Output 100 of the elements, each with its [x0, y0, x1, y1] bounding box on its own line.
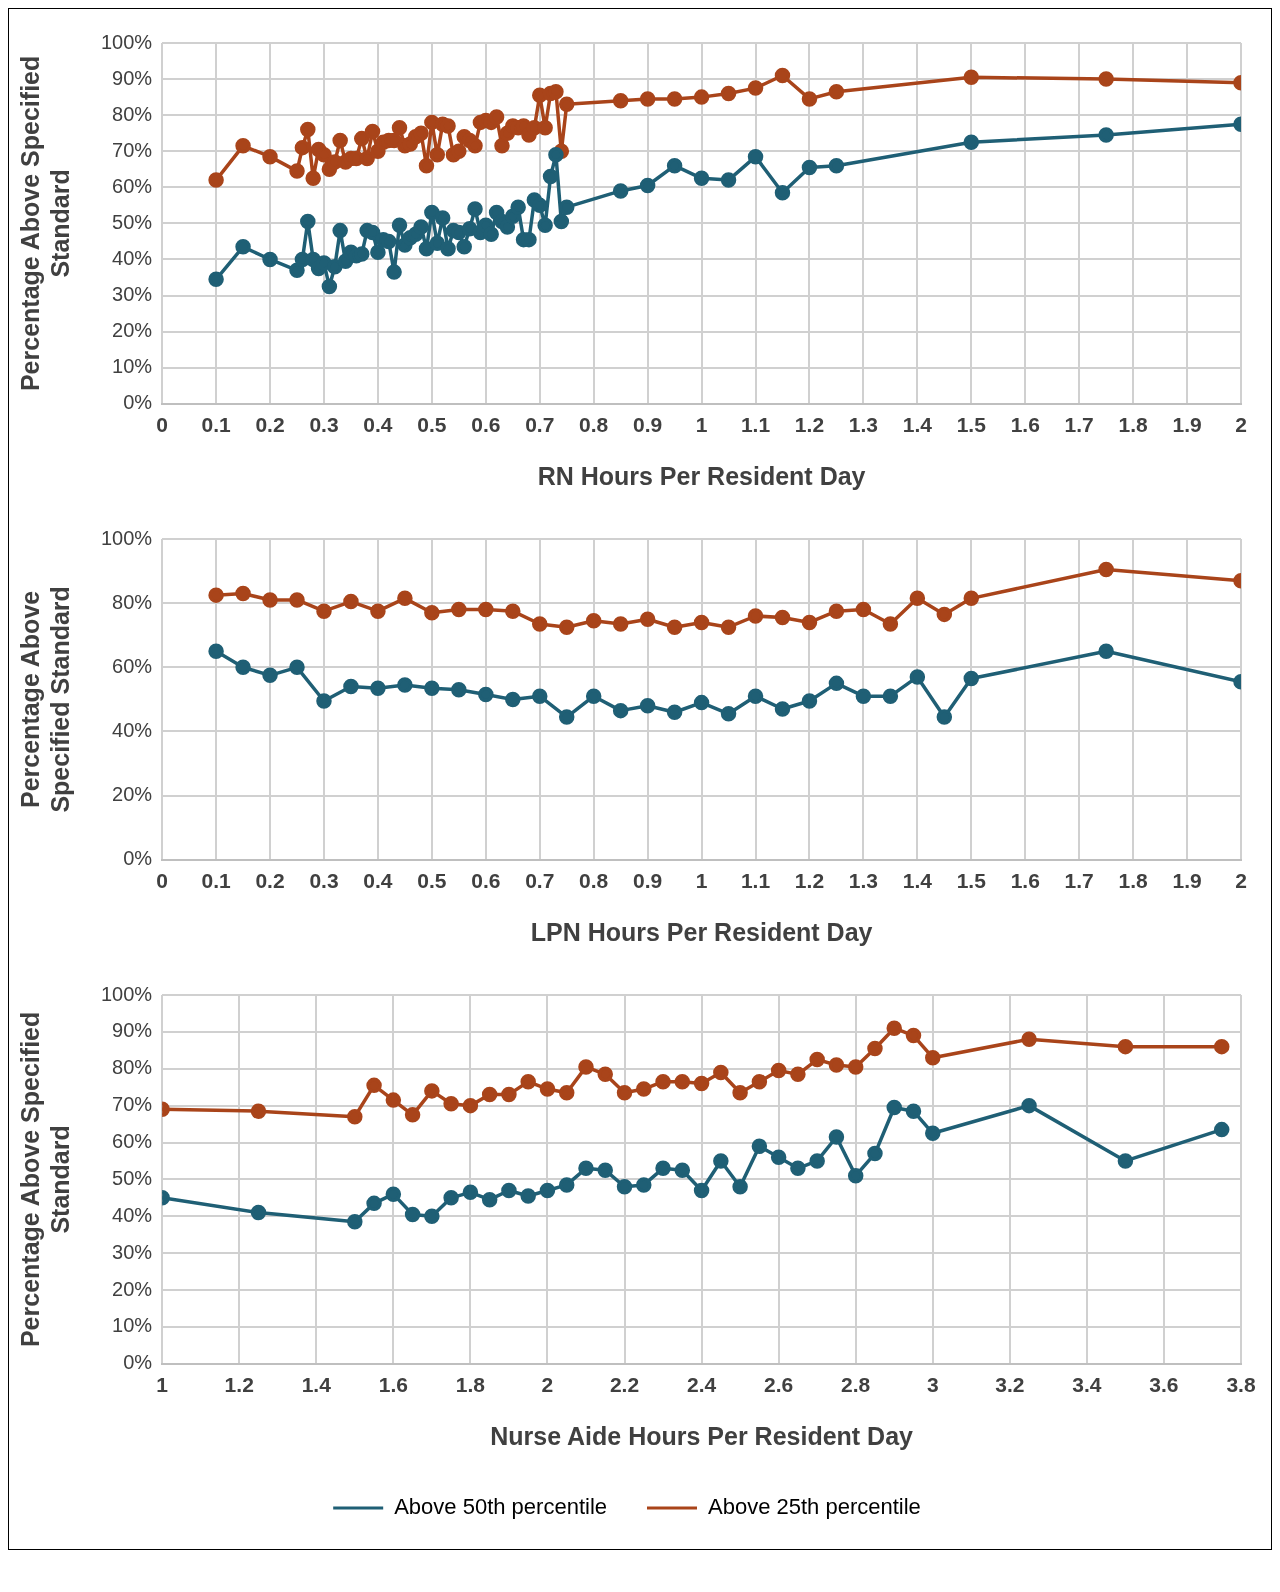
point: [289, 659, 305, 676]
point: [343, 678, 359, 695]
point: [539, 1081, 556, 1097]
y-tick-label: 0%: [123, 1351, 153, 1374]
point: [370, 603, 386, 619]
point: [655, 1160, 671, 1177]
x-tick-label: 2.8: [841, 1373, 871, 1397]
point: [316, 603, 332, 619]
y-tick-label: 100%: [101, 30, 153, 53]
point: [558, 619, 575, 635]
point: [666, 619, 683, 635]
x-tick-label: 2.4: [686, 1373, 717, 1397]
x-tick-label: 3.8: [1226, 1373, 1256, 1397]
point: [424, 1083, 440, 1099]
point: [424, 680, 440, 696]
y-tick-label: 90%: [112, 66, 153, 89]
y-tick-label: 10%: [112, 355, 153, 378]
y-tick-label: 40%: [112, 1203, 153, 1226]
y-tick-label: 40%: [112, 247, 153, 269]
point: [790, 1066, 806, 1083]
point: [250, 1204, 267, 1221]
x-tick-label: 0.7: [525, 869, 555, 893]
x-tick-label: 0: [156, 869, 168, 893]
point: [289, 592, 305, 608]
point: [208, 587, 224, 603]
x-tick-label: 2: [1235, 413, 1247, 437]
point: [666, 704, 683, 720]
point: [612, 616, 629, 632]
point: [481, 1191, 498, 1208]
x-tick-label: 1.6: [1010, 869, 1040, 893]
point: [404, 1107, 421, 1123]
point: [882, 688, 899, 704]
point: [443, 1096, 459, 1112]
point: [886, 1020, 902, 1036]
point: [905, 1103, 922, 1119]
point: [720, 619, 737, 635]
point: [235, 585, 251, 602]
x-tick-label: 1.7: [1064, 869, 1094, 893]
x-tick-label: 1.4: [301, 1373, 332, 1397]
y-tick-label: 60%: [112, 174, 153, 197]
y-tick-label: 70%: [112, 138, 153, 161]
x-tick-label: 0.9: [633, 413, 663, 437]
point: [828, 603, 845, 619]
point: [1213, 1121, 1230, 1138]
point: [774, 609, 791, 626]
y-tick-label: 20%: [112, 1277, 153, 1300]
point: [1117, 1153, 1134, 1169]
point: [747, 688, 764, 704]
y-tick-label: 90%: [112, 1019, 153, 1042]
x-tick-label: 1.6: [378, 1373, 408, 1397]
y-tick-label: 100%: [101, 982, 153, 1005]
x-tick-label: 1.2: [794, 413, 825, 437]
point: [747, 608, 764, 624]
point: [1213, 1038, 1230, 1055]
point: [505, 691, 521, 708]
point: [693, 614, 710, 631]
x-tick-label: 0.4: [363, 869, 393, 893]
y-tick-label: 30%: [112, 283, 153, 306]
point: [809, 1051, 825, 1068]
x-tick-label: 1.3: [848, 869, 878, 893]
point: [478, 601, 494, 618]
x-axis-title: RN Hours Per Resident Day: [537, 461, 866, 490]
point: [925, 1049, 941, 1066]
point: [828, 1057, 845, 1073]
point: [585, 613, 602, 629]
point: [501, 1182, 517, 1199]
point: [462, 1097, 479, 1114]
y-tick-label: 80%: [112, 1056, 153, 1079]
x-tick-label: 1.8: [1118, 869, 1149, 893]
point: [674, 1162, 691, 1178]
point: [713, 1064, 729, 1081]
x-tick-label: 1: [695, 869, 708, 893]
point: [366, 1077, 382, 1094]
point: [462, 1184, 479, 1201]
x-tick-label: 0.9: [633, 869, 663, 893]
point: [597, 1066, 613, 1083]
point: [801, 693, 818, 709]
point: [963, 670, 980, 687]
point: [905, 1027, 922, 1044]
x-tick-label: 1.8: [455, 1373, 486, 1397]
point: [262, 592, 278, 608]
point: [925, 1125, 941, 1142]
x-tick-label: 1.1: [740, 413, 771, 437]
point: [481, 1086, 498, 1103]
x-tick-label: 0.3: [309, 869, 339, 893]
point: [370, 680, 386, 696]
point: [451, 601, 467, 618]
point: [451, 682, 467, 698]
point: [616, 1179, 633, 1195]
point: [693, 1182, 710, 1199]
x-tick-label: 1.2: [224, 1373, 254, 1397]
x-tick-label: 1.9: [1172, 413, 1202, 437]
x-tick-label: 0.6: [471, 869, 501, 893]
point: [936, 709, 953, 725]
x-axis-title: LPN Hours Per Resident Day: [530, 917, 873, 946]
point: [847, 1059, 864, 1075]
point: [847, 1167, 864, 1184]
x-tick-label: 3.6: [1149, 1373, 1179, 1397]
y-tick-label: 50%: [112, 1166, 153, 1189]
x-tick-label: 1.5: [956, 413, 987, 437]
